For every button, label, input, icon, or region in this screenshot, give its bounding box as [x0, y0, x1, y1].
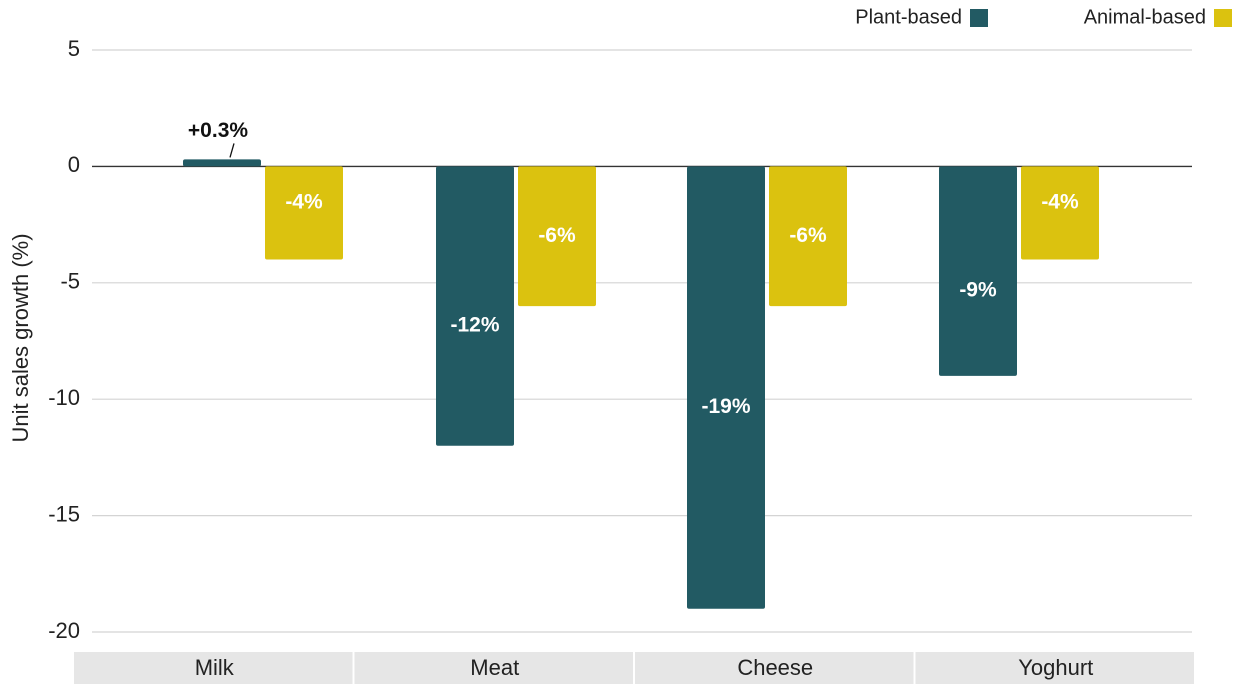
bar-plant-based-meat — [436, 166, 514, 446]
category-axis: Milk Meat Cheese Yoghurt — [74, 652, 1194, 684]
data-labels: +0.3% -12% -19% -9% -4% -6% -6% -4% — [188, 119, 1079, 418]
y-tick-label: 5 — [68, 36, 80, 61]
data-label: -6% — [789, 224, 827, 247]
data-label: -4% — [285, 191, 323, 214]
bar-animal-based-yoghurt — [1021, 166, 1099, 260]
legend-swatch — [970, 9, 988, 27]
y-tick-label: -5 — [60, 269, 80, 294]
bars — [183, 159, 1099, 609]
data-label: -6% — [538, 224, 576, 247]
category-label: Cheese — [737, 655, 813, 680]
bar-animal-based-meat — [518, 166, 596, 307]
legend-label: Plant-based — [855, 6, 962, 28]
bar-plant-based-milk — [183, 159, 261, 167]
y-tick-label: -15 — [48, 501, 80, 526]
category-label: Meat — [470, 655, 519, 680]
category-band — [74, 652, 353, 684]
data-label: -4% — [1041, 191, 1079, 214]
y-tick-label: -10 — [48, 385, 80, 410]
bar-plant-based-cheese — [687, 166, 765, 609]
data-label: +0.3% — [188, 119, 248, 142]
data-label: -19% — [701, 395, 750, 418]
category-band — [635, 652, 914, 684]
y-tick-label: 0 — [68, 152, 80, 177]
legend-swatch — [1214, 9, 1232, 27]
category-band — [354, 652, 633, 684]
bar-animal-based-cheese — [769, 166, 847, 307]
legend: Plant-based Animal-based — [855, 6, 1232, 28]
data-label: -12% — [450, 314, 499, 337]
y-tick-label: -20 — [48, 618, 80, 643]
category-band — [915, 652, 1194, 684]
y-axis-label: Unit sales growth (%) — [8, 233, 33, 442]
legend-label: Animal-based — [1084, 6, 1206, 28]
gridlines — [92, 49, 1192, 633]
label-leader-line — [229, 143, 235, 158]
category-label: Yoghurt — [1018, 655, 1093, 680]
data-label: -9% — [959, 279, 997, 302]
bar-animal-based-milk — [265, 166, 343, 260]
y-tick-labels: 5 0 -5 -10 -15 -20 — [48, 36, 80, 643]
bar-plant-based-yoghurt — [939, 166, 1017, 376]
category-label: Milk — [195, 655, 235, 680]
